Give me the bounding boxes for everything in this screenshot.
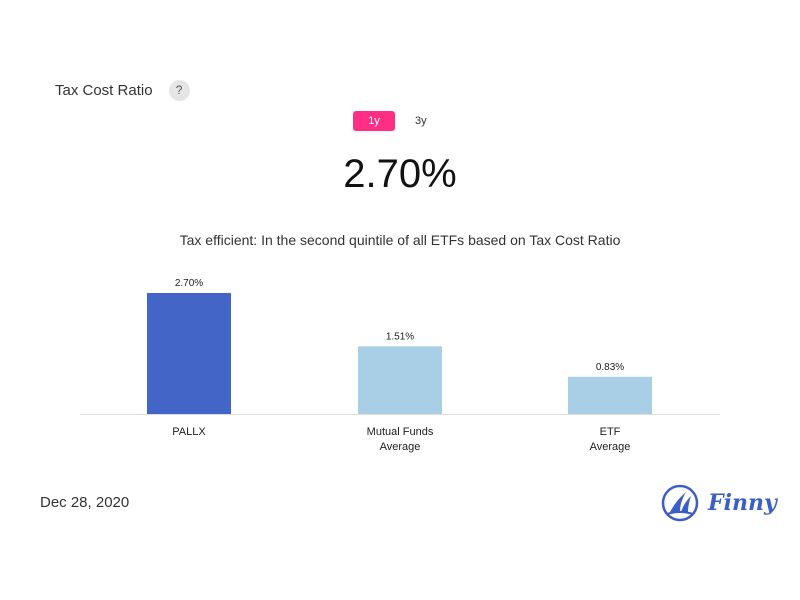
brand-name: Finny	[708, 490, 777, 516]
data-label: 2.70%	[175, 278, 203, 289]
metric-title: Tax Cost Ratio	[55, 81, 153, 99]
data-label: 0.83%	[596, 362, 624, 373]
bar[interactable]	[358, 346, 442, 414]
main-value: 2.70%	[343, 152, 457, 196]
category-label: Average	[590, 441, 631, 453]
metric-header: Tax Cost Ratio ?	[55, 79, 190, 101]
category-label: PALLX	[172, 426, 206, 438]
finny-logo: Finny	[660, 483, 777, 523]
tab-1y[interactable]: 1y	[353, 111, 395, 131]
as-of-date: Dec 28, 2020	[40, 494, 130, 511]
bar[interactable]	[147, 293, 231, 414]
category-label: ETF	[600, 426, 621, 438]
help-icon[interactable]: ?	[168, 79, 190, 101]
finny-logo-icon	[661, 484, 699, 522]
period-tabs: 1y 3y	[353, 111, 441, 131]
category-label: Average	[380, 441, 421, 453]
chart-subtitle: Tax efficient: In the second quintile of…	[179, 232, 621, 248]
category-label: Mutual Funds	[367, 426, 434, 438]
bar[interactable]	[568, 376, 652, 414]
bar-chart: 2.70% PALLX 1.51% Mutual Funds Average 0.83% E…	[80, 278, 720, 453]
tab-3y[interactable]: 3y	[415, 115, 427, 127]
data-label: 1.51%	[386, 331, 414, 342]
